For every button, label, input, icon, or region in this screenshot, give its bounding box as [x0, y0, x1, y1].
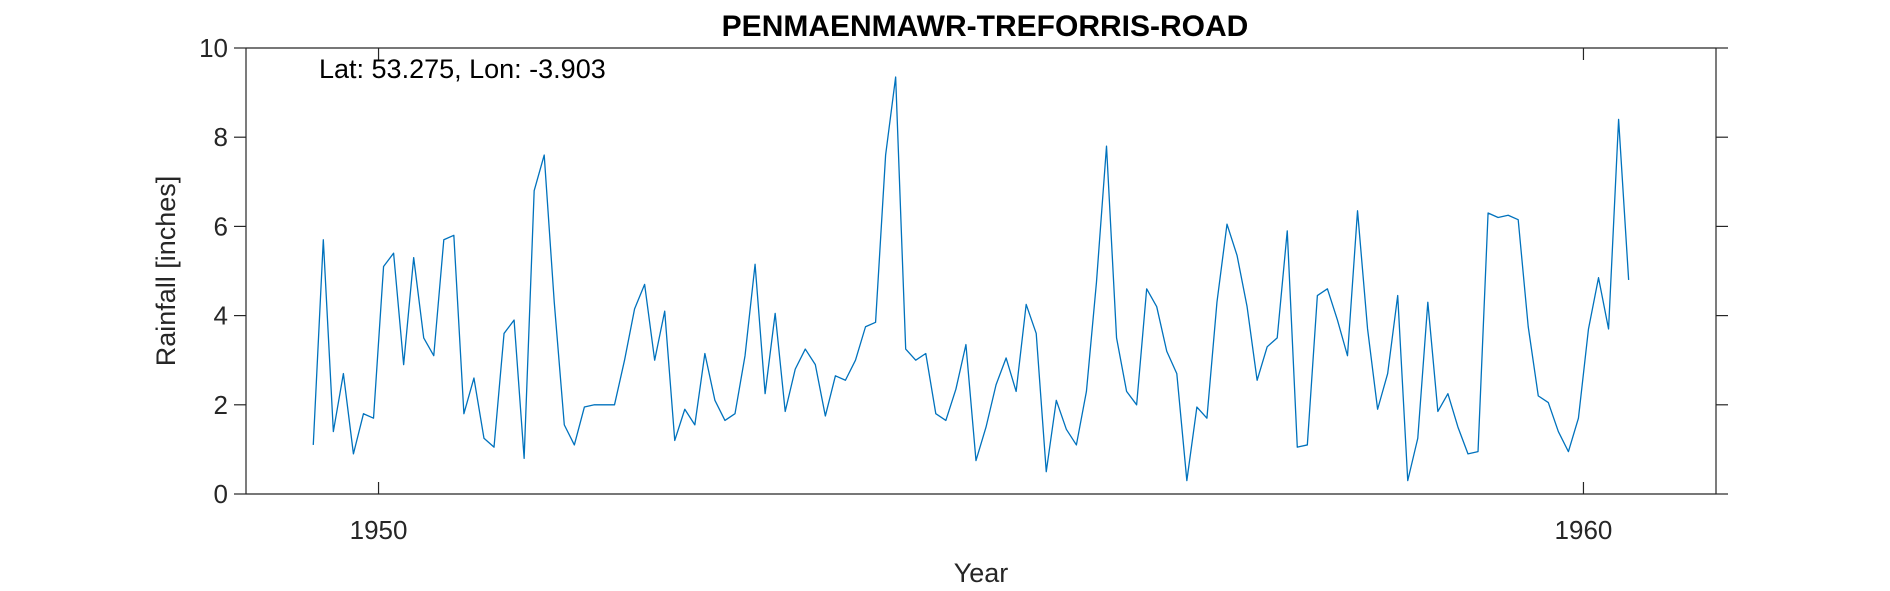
y-axis-label: Rainfall [inches]: [151, 176, 181, 367]
tick-labels: 0 2 4 6 8 10 1950 1960: [199, 33, 1612, 545]
series-group: [312, 76, 1630, 482]
y-tick-label: 2: [214, 390, 228, 420]
rainfall-series-line: [312, 76, 1630, 482]
station-coordinates-annotation: Lat: 53.275, Lon: -3.903: [319, 54, 606, 84]
x-tick-label: 1960: [1555, 515, 1613, 545]
x-tick-label: 1950: [350, 515, 408, 545]
x-axis-label: Year: [954, 558, 1009, 588]
chart-title: PENMAENMAWR-TREFORRIS-ROAD: [722, 10, 1249, 43]
y-tick-label: 8: [214, 122, 228, 152]
y-tick-label: 10: [199, 33, 228, 63]
axes-box: [245, 47, 1717, 495]
y-tick-label: 4: [214, 301, 228, 331]
ticks: [234, 47, 1728, 495]
y-tick-label: 6: [214, 211, 228, 241]
y-tick-label: 0: [214, 479, 228, 509]
